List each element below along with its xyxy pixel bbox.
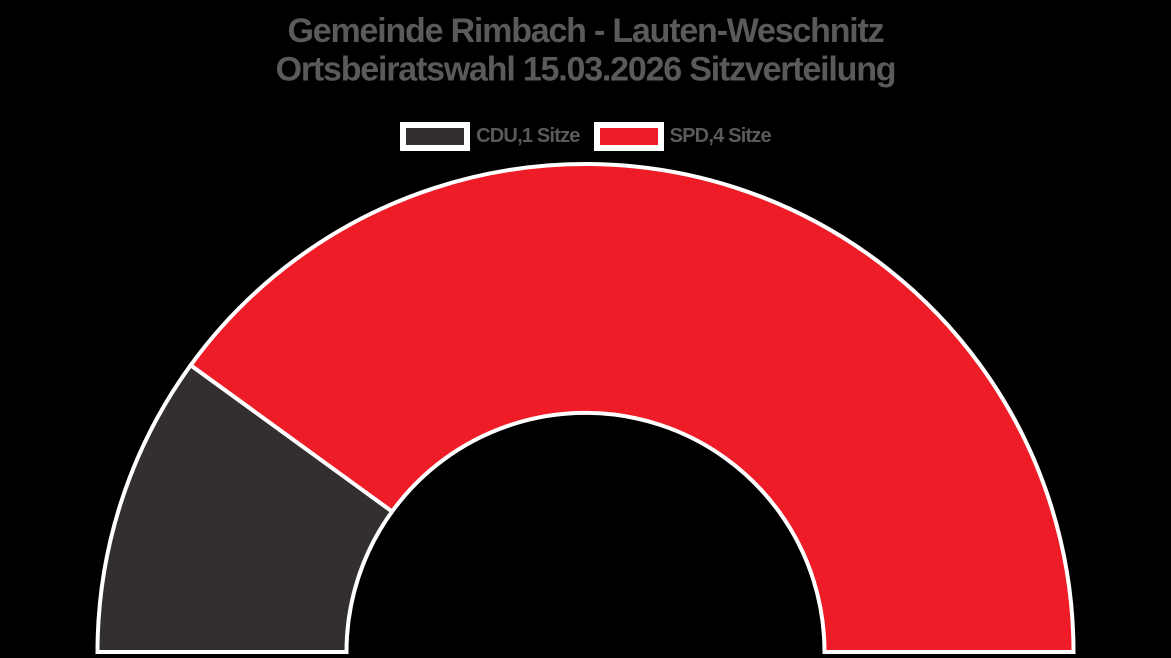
chart-title-line2: Ortsbeiratswahl 15.03.2026 Sitzverteilun… bbox=[275, 50, 897, 89]
segment-cdu bbox=[95, 362, 395, 654]
legend-item-cdu: CDU,1 Sitze bbox=[400, 122, 580, 151]
legend-item-spd: SPD,4 Sitze bbox=[593, 122, 772, 151]
chart-title: Gemeinde Rimbach - Lauten-Weschnitz Orts… bbox=[0, 11, 1171, 89]
legend-swatch-cdu bbox=[400, 122, 471, 151]
legend-label-cdu: CDU,1 Sitze bbox=[476, 125, 580, 147]
legend-label-spd: SPD,4 Sitze bbox=[669, 125, 772, 147]
legend-swatch-spd bbox=[593, 122, 664, 151]
segment-spd bbox=[187, 162, 1076, 654]
chart-legend: CDU,1 Sitze SPD,4 Sitze bbox=[0, 122, 1171, 151]
chart-title-line1: Gemeinde Rimbach - Lauten-Weschnitz bbox=[287, 11, 885, 50]
